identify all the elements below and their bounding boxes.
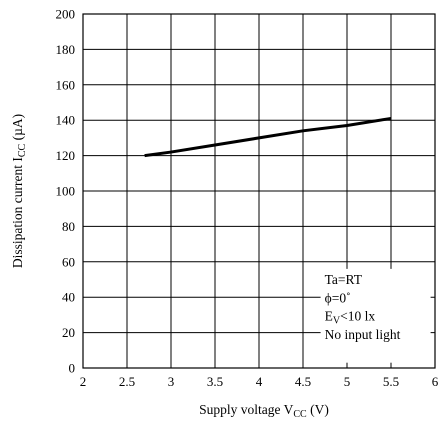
x-tick-label: 5 [344,374,351,389]
y-tick-label: 100 [56,184,76,199]
y-tick-label: 80 [62,219,75,234]
data-points [144,118,392,156]
series-line [144,116,392,158]
x-tick-label: 5.5 [383,374,399,389]
tick-labels: 2 2.5 3 3.5 4 4.5 5 5.5 602040608010012014016018… [56,7,439,390]
annotation-tail: <10 lx [340,309,375,324]
plot-frame [82,13,436,369]
y-axis-label-unit: (µA) [10,114,25,144]
annotation-line: EV<10 lx [325,309,376,327]
x-axis-label: Supply voltage VCC (V) [199,402,329,420]
y-axis-label-sub: CC [17,143,28,157]
x-tick-label: 3 [168,374,175,389]
annotation-box [320,268,431,363]
x-tick-label: 6 [432,374,439,389]
y-tick-label: 0 [69,361,76,376]
annotation-sub: V [333,316,341,327]
y-tick-label: 160 [56,77,76,92]
x-tick-label: 4.5 [295,374,311,389]
y-tick-label: 180 [56,42,76,57]
annotation-line: Ta=RT [325,272,363,287]
x-tick-label: 4 [256,374,263,389]
x-axis-label-main: Supply voltage V [199,402,294,417]
y-tick-label: 120 [56,148,76,163]
y-axis-label: Dissipation current ICC (µA) [10,114,28,268]
y-tick-label: 60 [62,254,75,269]
x-tick-label: 3.5 [207,374,223,389]
y-tick-label: 140 [56,113,76,128]
annotation-line: ϕ=0˚ [325,290,351,305]
x-tick-label: 2.5 [119,374,135,389]
y-tick-label: 40 [62,290,75,305]
x-axis-label-unit: (V) [307,402,329,417]
x-tick-label: 2 [80,374,87,389]
y-axis-label-main: Dissipation current I [10,157,25,268]
y-tick-label: 200 [56,7,76,22]
x-axis-label-sub: CC [293,409,307,420]
y-tick-label: 20 [62,325,75,340]
annotation-main: E [325,309,333,324]
annotation-line: No input light [325,327,401,342]
